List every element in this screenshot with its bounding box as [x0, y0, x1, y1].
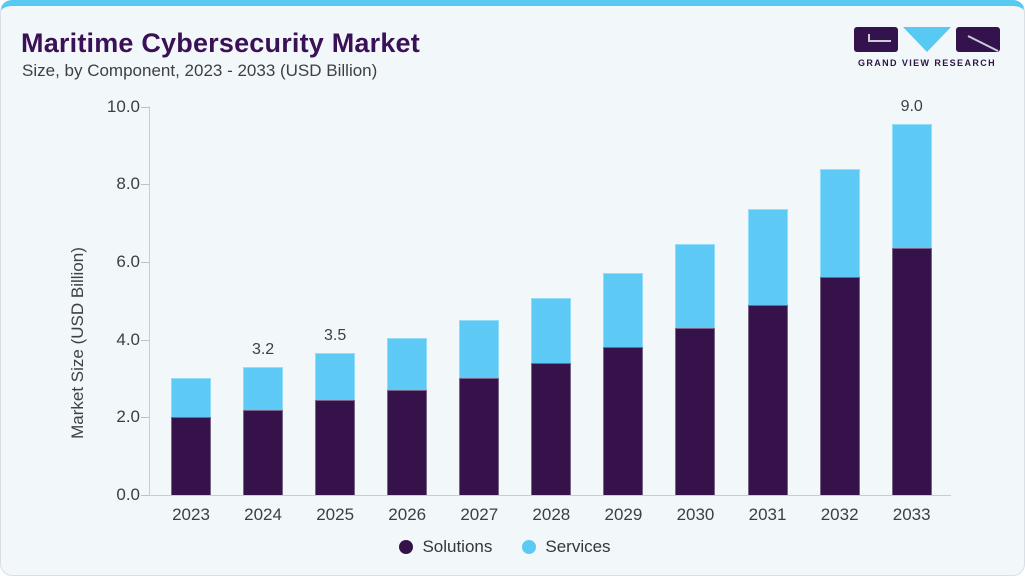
y-tick-label: 8.0: [116, 174, 140, 194]
legend-label-services: Services: [545, 537, 611, 556]
y-tick-mark: [141, 339, 149, 341]
bar-2033-services: [891, 123, 932, 249]
bar-2027-solutions: [459, 378, 500, 495]
bar-2030-solutions: [675, 327, 716, 495]
bar-2029-solutions: [603, 347, 644, 495]
bar-2024-services: [243, 366, 284, 410]
bar-2032-solutions: [819, 277, 860, 495]
page-subtitle: Size, by Component, 2023 - 2033 (USD Bil…: [22, 61, 378, 80]
y-tick-mark: [141, 106, 149, 108]
y-tick-mark: [141, 261, 149, 263]
bar-2032-services: [819, 168, 860, 278]
legend-dot-solutions: [399, 540, 414, 554]
y-tick-label: 6.0: [116, 251, 140, 271]
bar-2033-solutions: [891, 248, 932, 495]
bar-2031-solutions: [747, 304, 788, 495]
x-tick-label-2027: 2027: [460, 505, 499, 524]
bar-2025-services: [315, 353, 356, 400]
bar-2028-services: [531, 297, 572, 363]
bar-2028-solutions: [531, 362, 572, 495]
bar-2030-services: [675, 244, 716, 328]
logo-r-block: [956, 27, 1000, 52]
x-tick-label-2031: 2031: [748, 505, 787, 524]
logo-v-triangle-icon: [903, 27, 951, 52]
y-tick-label: 2.0: [116, 407, 140, 427]
y-tick-label: 0.0: [116, 485, 140, 504]
y-tick-mark: [141, 417, 149, 419]
page-title: Maritime Cybersecurity Market: [21, 28, 420, 58]
logo-shapes: [854, 27, 1000, 52]
x-tick-label-2033: 2033: [892, 505, 931, 524]
x-tick-label-2023: 2023: [172, 505, 210, 524]
logo-wordmark: GRAND VIEW RESEARCH: [857, 58, 997, 68]
y-tick-label: 10.0: [106, 96, 140, 116]
legend-label-solutions: Solutions: [422, 537, 493, 556]
bar-2027-services: [459, 320, 500, 379]
legend-item-solutions: Solutions: [399, 537, 492, 557]
bar-total-label-2033: 9.0: [900, 97, 923, 115]
y-axis-line: [149, 106, 150, 496]
bar-2026-services: [387, 338, 428, 391]
bar-2023-services: [171, 378, 211, 418]
bar-2031-services: [747, 209, 788, 305]
bar-2023-solutions: [171, 417, 211, 495]
y-tick-mark: [141, 495, 149, 496]
bar-total-label-2024: 3.2: [251, 340, 275, 358]
brand-logo: GRAND VIEW RESEARCH: [854, 27, 1000, 68]
bar-2025-solutions: [315, 399, 356, 495]
x-tick-label-2032: 2032: [820, 505, 859, 524]
legend-dot-services: [522, 540, 537, 554]
y-tick-mark: [141, 184, 149, 186]
bar-2026-solutions: [387, 390, 428, 495]
bar-2029-services: [603, 272, 644, 348]
x-tick-label-2025: 2025: [316, 505, 355, 524]
logo-g-block: [854, 27, 898, 52]
y-tick-label: 4.0: [116, 329, 140, 349]
logo-r-glyph-icon: [967, 35, 999, 52]
x-tick-label-2024: 2024: [244, 505, 282, 524]
bar-total-label-2025: 3.5: [324, 327, 347, 345]
legend-item-services: Services: [522, 537, 611, 557]
x-axis-line: [149, 495, 951, 496]
x-tick-label-2026: 2026: [388, 505, 427, 524]
logo-g-glyph-icon: [868, 34, 891, 42]
x-tick-label-2029: 2029: [604, 505, 643, 524]
x-tick-label-2030: 2030: [676, 505, 715, 524]
bar-2024-solutions: [243, 409, 284, 495]
x-tick-label-2028: 2028: [532, 505, 571, 524]
legend: Solutions Services: [0, 537, 1010, 557]
